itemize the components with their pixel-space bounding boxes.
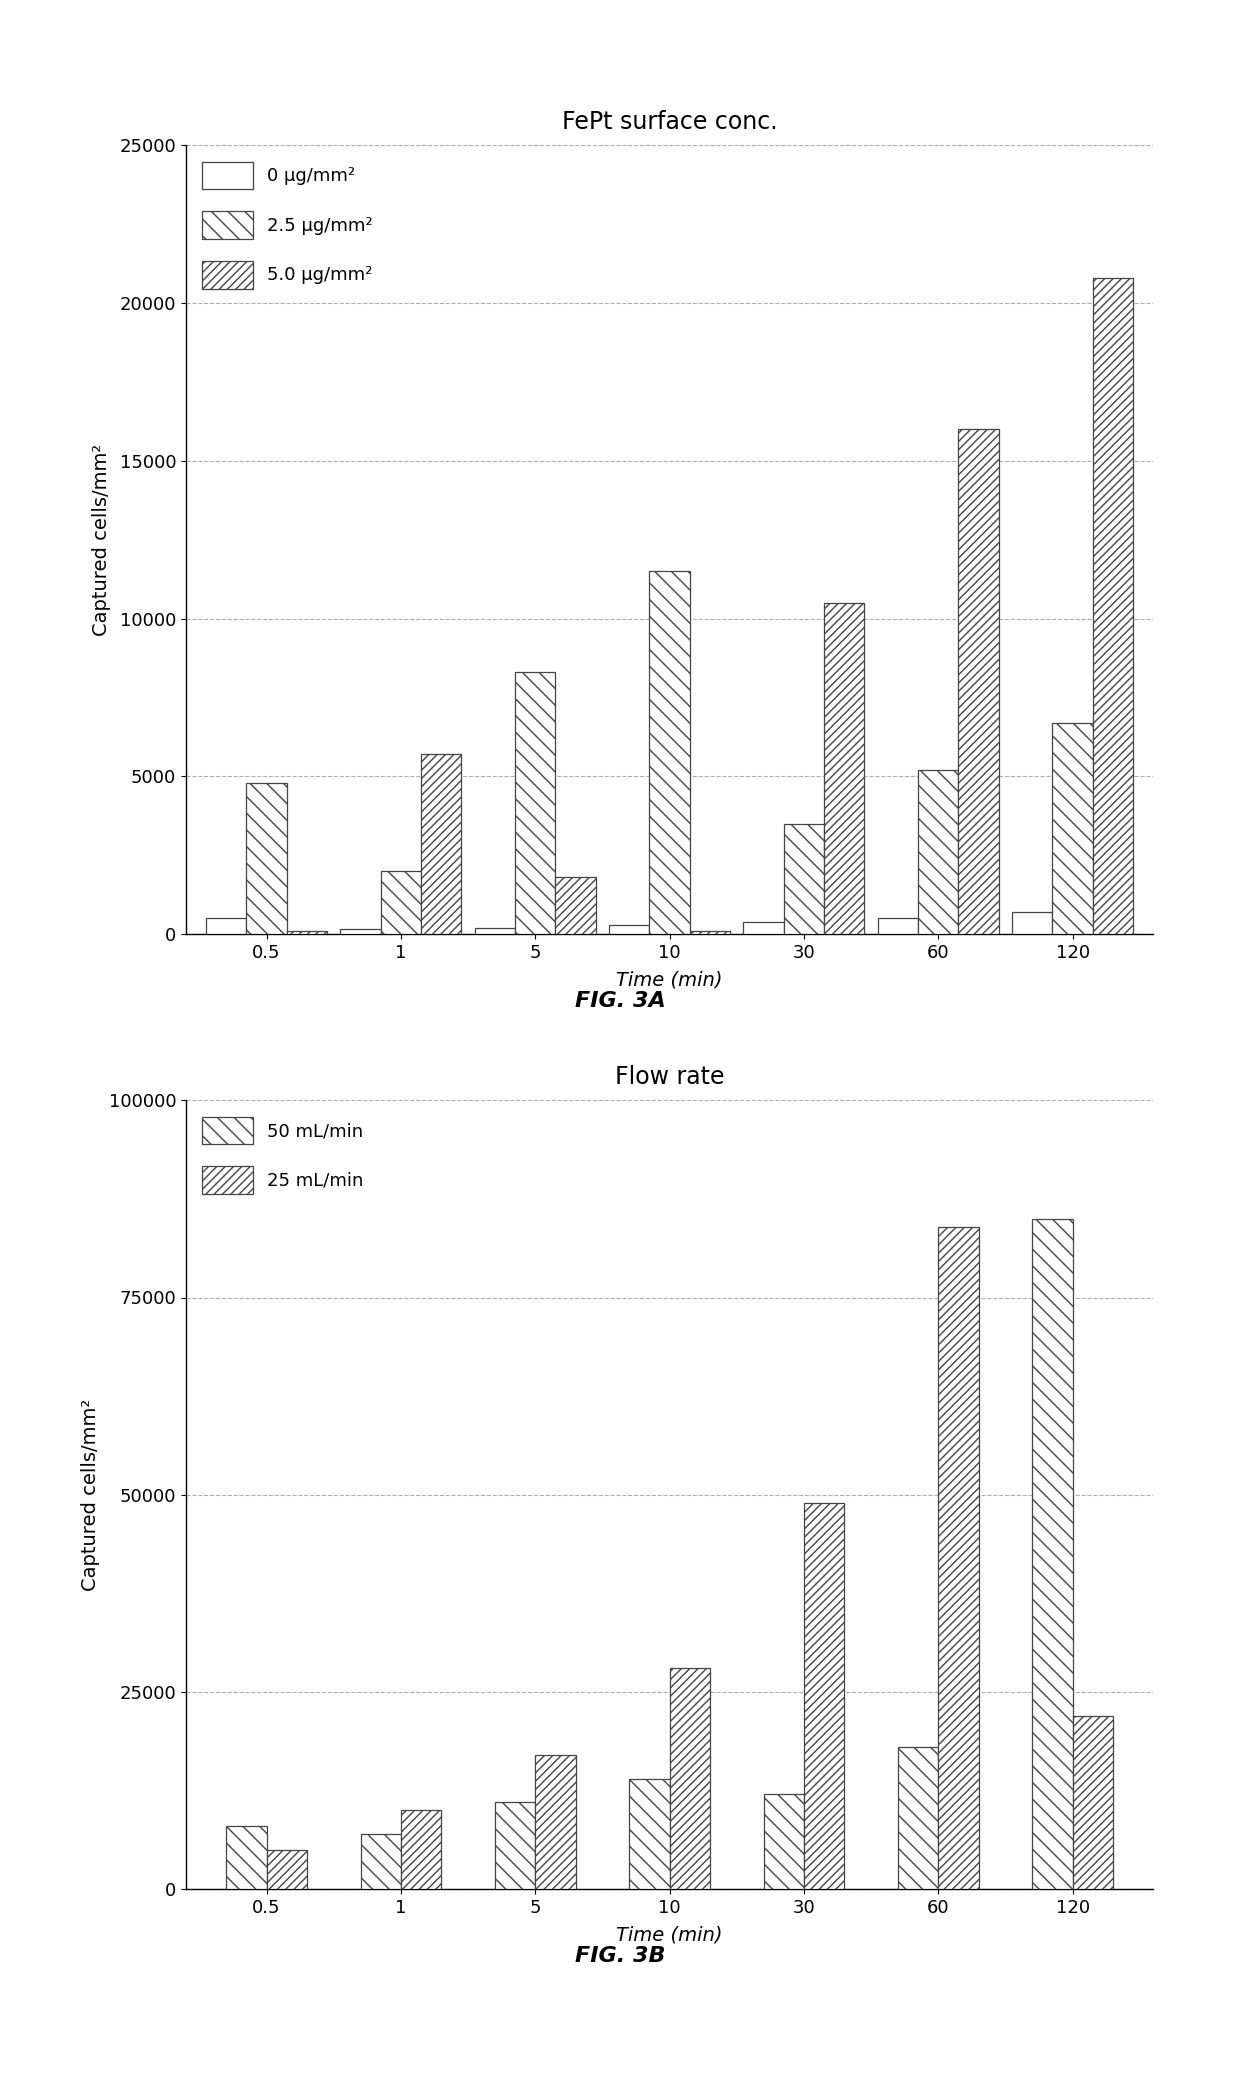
Bar [878,918,918,934]
Bar [825,602,864,934]
Bar [422,754,461,934]
Bar [1073,1715,1112,1889]
Bar [939,1227,978,1889]
Y-axis label: Captured cells/mm²: Captured cells/mm² [82,1399,100,1590]
Text: FIG. 3A: FIG. 3A [574,990,666,1011]
Bar [515,673,556,934]
Bar [206,918,247,934]
X-axis label: Time (min): Time (min) [616,1924,723,1945]
Title: Flow rate: Flow rate [615,1065,724,1088]
Bar [959,430,998,934]
Bar [381,872,422,934]
Bar [361,1833,401,1889]
Bar [1053,722,1092,934]
Bar [475,928,515,934]
Bar [536,1754,575,1889]
Bar [689,930,730,934]
Bar [401,1810,441,1889]
Bar [1032,1219,1073,1889]
Bar [341,930,381,934]
Bar [630,1779,670,1889]
X-axis label: Time (min): Time (min) [616,969,723,990]
Legend: 0 μg/mm², 2.5 μg/mm², 5.0 μg/mm²: 0 μg/mm², 2.5 μg/mm², 5.0 μg/mm² [195,154,381,295]
Bar [247,783,286,934]
Y-axis label: Captured cells/mm²: Captured cells/mm² [92,444,112,635]
Bar [764,1794,804,1889]
Bar [918,770,959,934]
Bar [1092,278,1133,934]
Bar [650,571,689,934]
Legend: 50 mL/min, 25 mL/min: 50 mL/min, 25 mL/min [195,1109,371,1202]
Bar [804,1503,844,1889]
Title: FePt surface conc.: FePt surface conc. [562,110,777,133]
Bar [609,924,650,934]
Text: FIG. 3B: FIG. 3B [575,1945,665,1966]
Bar [670,1669,709,1889]
Bar [784,824,825,934]
Bar [267,1850,308,1889]
Bar [1012,911,1053,934]
Bar [556,878,595,934]
Bar [286,930,327,934]
Bar [744,922,784,934]
Bar [495,1802,536,1889]
Bar [898,1748,939,1889]
Bar [226,1827,267,1889]
